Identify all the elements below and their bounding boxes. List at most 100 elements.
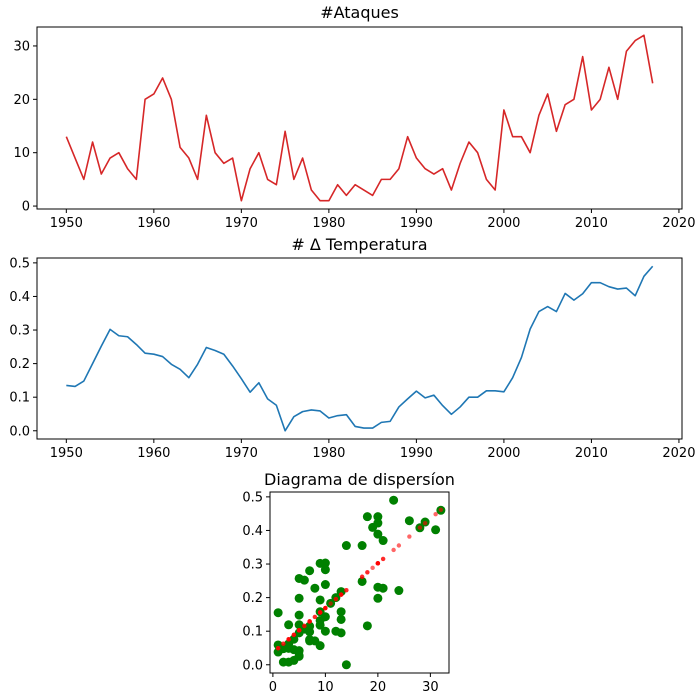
scatter-point <box>320 612 330 622</box>
axes-frame <box>36 26 683 210</box>
x-tick-label: 1980 <box>312 446 345 461</box>
x-tick-label: 1950 <box>50 446 83 461</box>
scatter-point <box>294 610 304 620</box>
scatter-point <box>315 595 325 605</box>
scatter-point <box>336 614 346 624</box>
scatter-point <box>362 512 372 522</box>
axes-frame <box>269 491 450 674</box>
regression-point <box>307 619 312 624</box>
scatter-point <box>336 607 346 617</box>
plot-area <box>273 495 446 670</box>
scatter-point <box>310 636 320 646</box>
regression-point <box>317 610 323 615</box>
scatter-point <box>357 541 367 551</box>
scatter-point <box>378 536 388 546</box>
y-tick-label: 0.2 <box>9 357 30 372</box>
regression-point <box>312 614 318 620</box>
regression-point <box>291 632 297 638</box>
scatter-point <box>373 593 383 603</box>
scatter-point <box>320 558 330 568</box>
regression-point <box>338 592 344 597</box>
y-tick-label: 0.0 <box>9 424 30 439</box>
y-tick-label: 0.3 <box>9 324 30 339</box>
scatter-point <box>310 583 320 593</box>
regression-point <box>380 556 386 562</box>
y-tick-label: 0.4 <box>242 524 263 539</box>
y-tick-label: 10 <box>13 146 30 161</box>
regression-point <box>438 507 444 512</box>
plot-area <box>66 265 654 432</box>
y-tick-label: 0.1 <box>9 391 30 406</box>
regression-point <box>275 646 281 651</box>
scatter-point <box>341 541 351 551</box>
regression-point <box>286 637 291 642</box>
x-tick-label: 30 <box>422 680 439 695</box>
chart-title: # Δ Temperatura <box>291 235 427 254</box>
temperature-line-chart: # Δ Temperatura 1950 1960 1970 1980 1990 2000 2… <box>9 235 695 461</box>
scatter-point <box>294 573 304 583</box>
regression-point <box>296 628 302 633</box>
regression-point <box>302 623 307 629</box>
y-tick-label: 0.4 <box>9 290 30 305</box>
scatter-point <box>431 525 441 535</box>
scatter-point <box>404 516 414 526</box>
x-tick-label: 1960 <box>137 446 170 461</box>
axes-frame <box>36 257 683 440</box>
y-tick-label: 0.1 <box>242 625 263 640</box>
regression-point <box>365 570 370 575</box>
regression-point <box>396 543 402 548</box>
series-line <box>65 34 654 202</box>
y-tick-label: 20 <box>13 93 30 108</box>
x-tick-label: 2020 <box>662 216 695 231</box>
x-tick-label: 1990 <box>400 446 433 461</box>
regression-point <box>391 547 396 553</box>
regression-point <box>407 534 412 539</box>
y-tick-label: 0.5 <box>9 256 30 271</box>
x-tick-label: 10 <box>317 680 334 695</box>
x-tick-label: 0 <box>269 680 277 695</box>
chart-title: Diagrama de dispersíon <box>264 470 455 489</box>
scatter-point <box>373 529 383 539</box>
scatter-point <box>284 643 294 653</box>
y-tick-label: 30 <box>13 39 30 54</box>
regression-point <box>417 525 423 530</box>
x-tick-label: 1960 <box>137 216 170 231</box>
x-tick-label: 2020 <box>662 446 695 461</box>
scatter-point <box>294 650 304 660</box>
regression-point <box>433 512 438 517</box>
scatter-point <box>294 593 304 603</box>
x-tick-label: 2010 <box>575 216 608 231</box>
scatter-point <box>336 587 346 597</box>
x-tick-label: 1970 <box>225 216 258 231</box>
scatter-point <box>357 576 367 586</box>
scatter-point <box>320 565 330 575</box>
scatter-point <box>341 660 351 670</box>
scatter-point <box>320 626 330 636</box>
regression-point <box>422 520 428 526</box>
scatter-point <box>331 626 341 636</box>
scatter-point <box>294 620 304 630</box>
regression-point <box>333 596 339 602</box>
scatter-point <box>373 518 383 528</box>
regression-point <box>370 565 375 571</box>
x-tick-label: 2000 <box>487 446 520 461</box>
scatter-point <box>362 621 372 631</box>
scatter-point <box>394 586 404 596</box>
chart-title: #Ataques <box>320 3 399 22</box>
x-tick-label: 2000 <box>487 216 520 231</box>
plot-area <box>65 34 654 202</box>
scatter-point <box>389 495 399 505</box>
x-tick-label: 2010 <box>575 446 608 461</box>
x-tick-label: 1970 <box>225 446 258 461</box>
scatter-point <box>278 657 288 667</box>
scatter-point <box>373 512 383 522</box>
scatter-point <box>378 583 388 593</box>
regression-point <box>375 561 381 566</box>
x-tick-label: 1990 <box>400 216 433 231</box>
y-tick-label: 0.2 <box>242 591 263 606</box>
scatter-point <box>273 608 283 618</box>
regression-point <box>281 641 286 646</box>
regression-point <box>344 587 349 593</box>
